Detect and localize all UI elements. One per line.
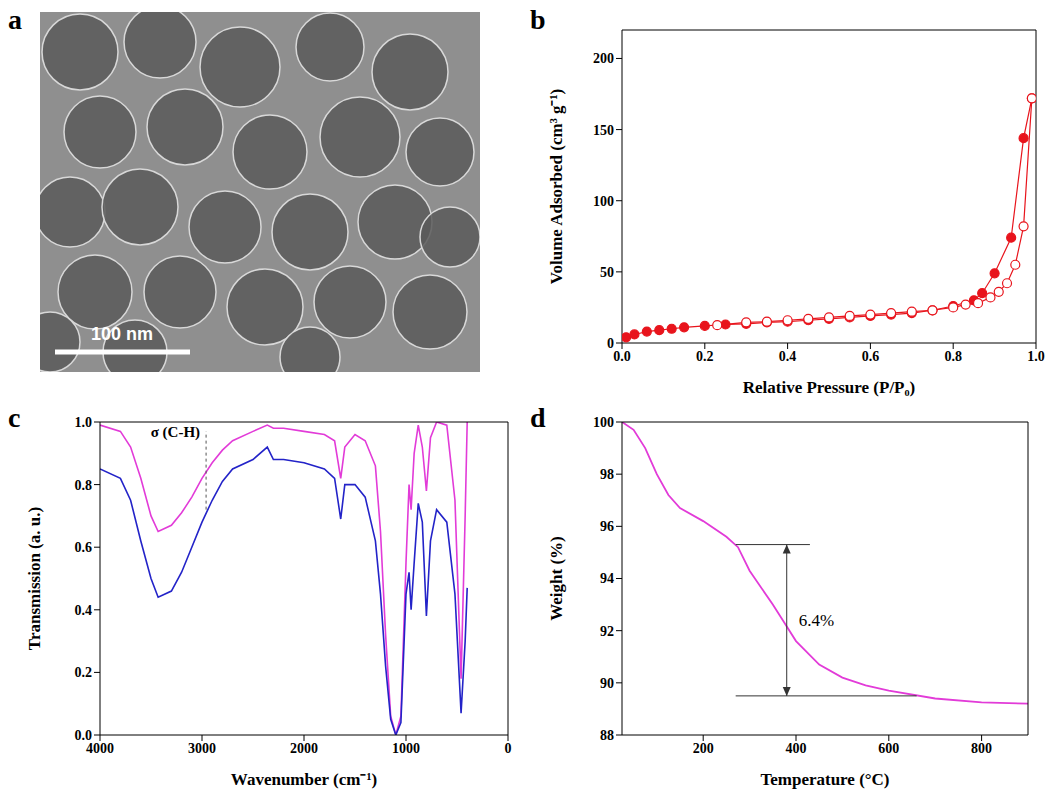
svg-text:400: 400 bbox=[786, 741, 807, 756]
svg-text:0.8: 0.8 bbox=[75, 478, 93, 493]
svg-text:0.6: 0.6 bbox=[862, 349, 880, 364]
svg-text:0.4: 0.4 bbox=[779, 349, 797, 364]
svg-text:92: 92 bbox=[600, 624, 614, 639]
svg-text:4000: 4000 bbox=[86, 741, 114, 756]
svg-text:1.0: 1.0 bbox=[1027, 349, 1045, 364]
svg-text:0: 0 bbox=[505, 741, 512, 756]
svg-text:Relative Pressure (P/P₀): Relative Pressure (P/P₀) bbox=[743, 378, 916, 397]
svg-text:90: 90 bbox=[600, 676, 614, 691]
svg-text:0.4: 0.4 bbox=[75, 603, 93, 618]
svg-text:Volume Adsorbed (cm³ g⁻¹): Volume Adsorbed (cm³ g⁻¹) bbox=[547, 89, 566, 284]
svg-text:150: 150 bbox=[593, 123, 614, 138]
svg-text:Weight (%): Weight (%) bbox=[547, 536, 566, 621]
svg-text:600: 600 bbox=[878, 741, 899, 756]
svg-text:2000: 2000 bbox=[290, 741, 318, 756]
svg-text:6.4%: 6.4% bbox=[799, 611, 834, 630]
svg-text:100: 100 bbox=[593, 194, 614, 209]
html-text:c: c bbox=[8, 402, 21, 433]
svg-text:3000: 3000 bbox=[188, 741, 216, 756]
svg-text:Temperature (°C): Temperature (°C) bbox=[760, 770, 889, 789]
svg-text:94: 94 bbox=[600, 571, 614, 586]
html-text:b: b bbox=[530, 4, 546, 35]
svg-text:σ (C-H): σ (C-H) bbox=[151, 424, 200, 441]
html-text:d: d bbox=[530, 402, 546, 433]
svg-text:0.0: 0.0 bbox=[75, 728, 93, 743]
svg-text:0.0: 0.0 bbox=[613, 349, 631, 364]
svg-text:96: 96 bbox=[600, 519, 614, 534]
svg-text:100: 100 bbox=[593, 415, 614, 430]
svg-text:0.2: 0.2 bbox=[696, 349, 714, 364]
svg-text:1.0: 1.0 bbox=[75, 415, 93, 430]
svg-text:800: 800 bbox=[971, 741, 992, 756]
svg-text:0.8: 0.8 bbox=[944, 349, 962, 364]
svg-text:200: 200 bbox=[593, 51, 614, 66]
svg-text:200: 200 bbox=[693, 741, 714, 756]
svg-text:Transmission (a. u.): Transmission (a. u.) bbox=[25, 507, 44, 650]
html-text:a: a bbox=[8, 4, 22, 35]
svg-text:98: 98 bbox=[600, 467, 614, 482]
svg-text:88: 88 bbox=[600, 728, 614, 743]
svg-text:Wavenumber (cm⁻¹): Wavenumber (cm⁻¹) bbox=[231, 770, 377, 789]
svg-text:0.6: 0.6 bbox=[75, 540, 93, 555]
svg-text:0.2: 0.2 bbox=[75, 665, 93, 680]
svg-text:50: 50 bbox=[600, 265, 614, 280]
svg-text:0: 0 bbox=[607, 336, 614, 351]
svg-text:100 nm: 100 nm bbox=[91, 324, 153, 344]
svg-text:1000: 1000 bbox=[392, 741, 420, 756]
